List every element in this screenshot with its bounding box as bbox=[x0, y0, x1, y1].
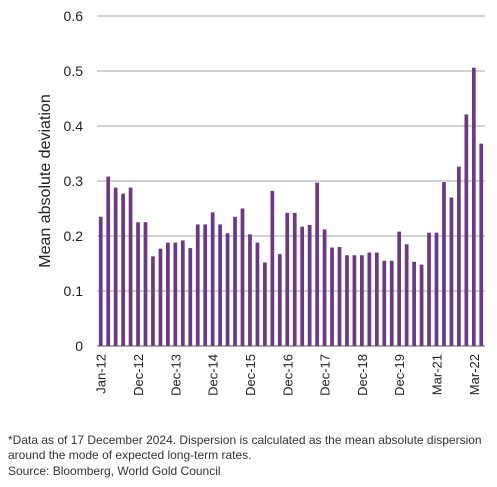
bar bbox=[203, 224, 208, 346]
bar bbox=[442, 182, 446, 346]
y-tick-label: 0.3 bbox=[64, 173, 84, 189]
bar bbox=[360, 255, 364, 346]
bar bbox=[382, 260, 387, 346]
bar bbox=[404, 244, 409, 346]
x-tick-label: Dec-17 bbox=[318, 354, 333, 396]
bar bbox=[128, 187, 133, 346]
bar bbox=[285, 212, 290, 346]
y-tick-label: 0.5 bbox=[64, 63, 84, 79]
bar bbox=[345, 255, 349, 346]
bar bbox=[479, 143, 484, 346]
bar bbox=[143, 222, 148, 346]
bar bbox=[180, 240, 185, 346]
bar bbox=[412, 261, 416, 346]
bar bbox=[307, 225, 312, 346]
x-tick-label: Dec-13 bbox=[168, 354, 183, 396]
bar bbox=[188, 248, 193, 346]
bar bbox=[389, 260, 394, 346]
x-tick-label: Dec-19 bbox=[392, 354, 407, 396]
bar bbox=[292, 212, 297, 346]
bar bbox=[248, 234, 252, 346]
bar bbox=[457, 166, 461, 346]
bars bbox=[98, 67, 484, 346]
x-tick-label: Dec-18 bbox=[355, 354, 370, 396]
y-axis-label: Mean absolute deviation bbox=[37, 94, 54, 267]
bar bbox=[471, 67, 476, 346]
bar bbox=[106, 176, 111, 346]
bar bbox=[98, 216, 103, 346]
footnote-line-2: around the mode of expected long-term ra… bbox=[8, 448, 252, 462]
bar bbox=[330, 247, 334, 346]
bar bbox=[300, 226, 305, 346]
x-tick-label: Jan-12 bbox=[94, 354, 109, 394]
bar bbox=[322, 229, 327, 346]
bar bbox=[173, 242, 178, 346]
bar bbox=[195, 224, 200, 346]
bar bbox=[427, 232, 431, 346]
bar bbox=[337, 247, 342, 346]
x-axis-ticks: Jan-12 Dec-12 Dec-13 Dec-14 Dec-15 Dec-16 Dec-… bbox=[94, 354, 482, 396]
bar bbox=[434, 232, 439, 346]
source-note: Source: Bloomberg, World Gold Council bbox=[8, 464, 221, 478]
bar bbox=[121, 193, 125, 346]
bar bbox=[367, 252, 372, 346]
bar bbox=[255, 242, 260, 346]
y-axis-ticks: 0 0.1 0.2 0.3 0.4 0.5 0.6 bbox=[64, 8, 84, 354]
x-tick-label: Mar-22 bbox=[467, 354, 482, 395]
y-tick-label: 0.4 bbox=[64, 118, 84, 134]
bar bbox=[240, 208, 245, 346]
bar bbox=[151, 256, 155, 346]
footnote-line-1: *Data as of 17 December 2024. Dispersion… bbox=[8, 433, 482, 447]
bar bbox=[158, 248, 163, 346]
bar bbox=[277, 254, 282, 346]
gridlines bbox=[97, 15, 485, 292]
bar bbox=[449, 197, 454, 346]
bar-chart: 0 0.1 0.2 0.3 0.4 0.5 0.6 Jan-12 Dec-12 Dec-13 De… bbox=[37, 8, 485, 396]
bar bbox=[315, 182, 319, 346]
bar bbox=[270, 190, 275, 346]
bar bbox=[136, 222, 140, 346]
x-tick-label: Dec-14 bbox=[206, 354, 221, 396]
x-tick-label: Mar-21 bbox=[430, 354, 445, 395]
bar bbox=[397, 231, 402, 346]
bar bbox=[210, 212, 215, 346]
bar bbox=[233, 216, 237, 346]
bar bbox=[419, 264, 424, 346]
bar bbox=[464, 114, 469, 346]
bar bbox=[113, 187, 118, 346]
bar bbox=[374, 252, 379, 346]
y-tick-label: 0.1 bbox=[64, 283, 84, 299]
x-tick-label: Dec-15 bbox=[243, 354, 258, 396]
x-tick-label: Dec-16 bbox=[280, 354, 295, 396]
bar bbox=[218, 224, 222, 346]
y-tick-label: 0.2 bbox=[64, 228, 84, 244]
bar bbox=[166, 242, 170, 346]
bar bbox=[225, 233, 230, 346]
x-tick-label: Dec-12 bbox=[131, 354, 146, 396]
bar bbox=[263, 262, 267, 346]
y-tick-label: 0 bbox=[75, 338, 83, 354]
y-tick-label: 0.6 bbox=[64, 8, 84, 24]
bar bbox=[352, 255, 357, 346]
